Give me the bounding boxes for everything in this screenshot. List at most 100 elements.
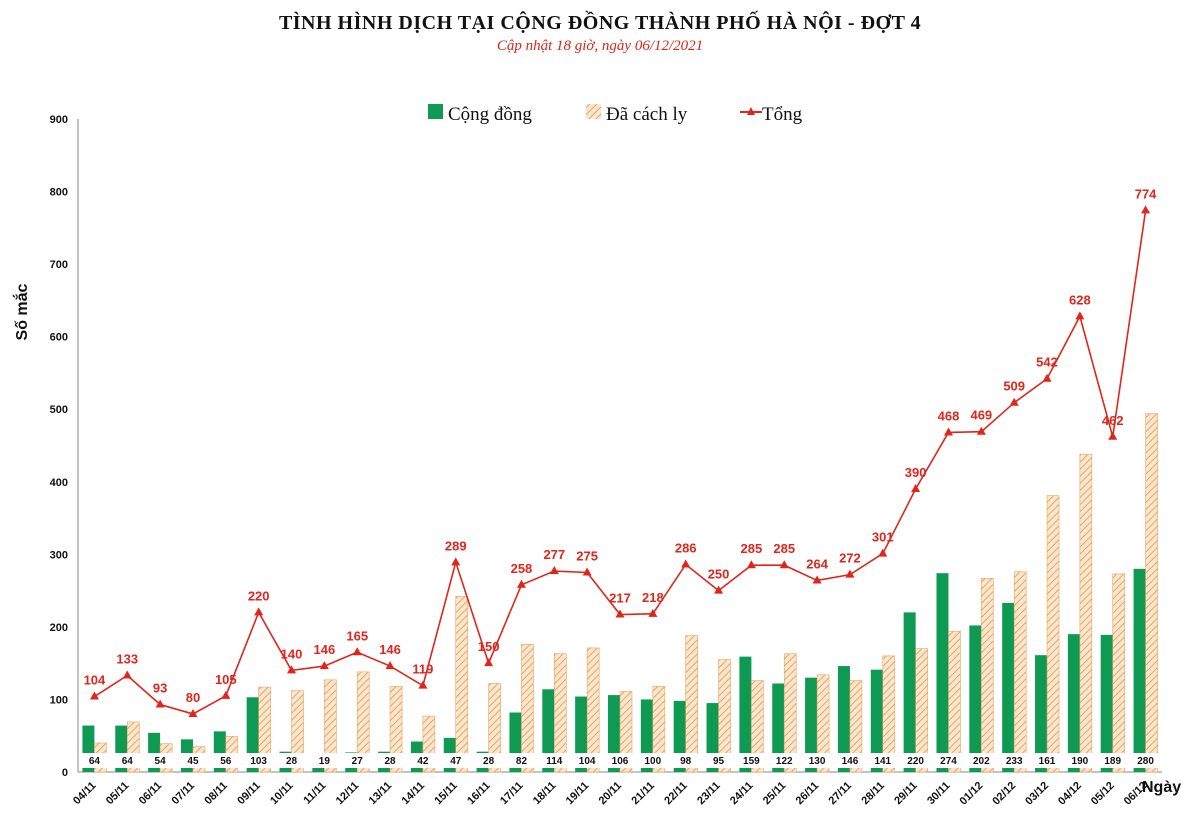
bar-community: [1133, 568, 1146, 772]
total-value-label: 272: [839, 551, 861, 566]
community-value-box: [901, 753, 930, 768]
total-value-label: 469: [970, 408, 992, 423]
total-value-label: 542: [1036, 355, 1058, 370]
community-value-label: 28: [384, 756, 396, 767]
community-value-label: 233: [1006, 756, 1023, 767]
x-tick-label: 14/11: [400, 780, 428, 808]
community-value-label: 98: [680, 756, 692, 767]
community-value-label: 19: [319, 756, 331, 767]
y-tick-label: 300: [50, 549, 68, 561]
community-value-label: 28: [483, 756, 495, 767]
total-value-label: 104: [84, 673, 106, 688]
bar-quarantine: [389, 686, 403, 773]
community-value-label: 161: [1039, 756, 1056, 767]
legend-swatch-total-marker: [747, 107, 755, 115]
community-value-label: 64: [122, 756, 134, 767]
total-value-label: 289: [445, 538, 467, 553]
bar-community: [870, 669, 883, 772]
community-value-label: 189: [1104, 756, 1121, 767]
bar-quarantine: [586, 647, 600, 773]
total-value-label: 165: [346, 628, 368, 643]
community-value-label: 130: [809, 756, 826, 767]
bar-quarantine: [783, 653, 797, 773]
total-value-label: 275: [576, 548, 598, 563]
total-point: [89, 691, 99, 700]
total-point: [1141, 205, 1151, 214]
y-tick-label: 900: [50, 114, 68, 126]
total-value-label: 285: [741, 541, 763, 556]
bar-quarantine: [652, 686, 666, 773]
community-value-label: 42: [417, 756, 429, 767]
community-value-label: 159: [743, 756, 760, 767]
y-tick-label: 600: [50, 332, 68, 344]
bar-quarantine: [291, 690, 304, 773]
community-value-box: [803, 753, 832, 768]
community-value-box: [606, 753, 634, 768]
total-value-label: 218: [642, 590, 664, 605]
community-value-box: [113, 753, 142, 768]
total-value-label: 93: [153, 681, 167, 696]
x-tick-label: 04/12: [1056, 780, 1084, 808]
community-value-box: [80, 753, 109, 768]
x-tick-label: 18/11: [531, 780, 559, 808]
legend-label-quarantine: Đã cách ly: [606, 104, 688, 125]
x-tick-label: 10/11: [268, 780, 296, 808]
community-value-box: [1000, 753, 1029, 768]
community-value-label: 45: [187, 756, 199, 767]
bar-community: [739, 656, 752, 772]
total-value-label: 80: [186, 690, 200, 705]
community-value-label: 64: [89, 756, 101, 767]
total-point: [582, 567, 592, 576]
community-value-box: [704, 753, 733, 768]
x-tick-label: 25/11: [761, 780, 789, 808]
community-value-box: [376, 753, 405, 768]
y-tick-label: 700: [50, 259, 68, 271]
x-tick-label: 22/11: [662, 780, 690, 808]
x-tick-label: 05/11: [104, 780, 132, 808]
y-tick-label: 0: [62, 767, 68, 779]
total-point: [287, 665, 297, 674]
total-value-label: 119: [412, 662, 433, 677]
total-value-label: 250: [708, 567, 730, 582]
total-point: [1042, 373, 1052, 382]
bar-quarantine: [1079, 453, 1093, 773]
bar-quarantine: [488, 683, 501, 773]
bar-quarantine: [1013, 571, 1027, 773]
community-value-label: 146: [842, 756, 859, 767]
total-point: [188, 708, 198, 717]
bar-quarantine: [455, 596, 469, 773]
x-tick-label: 02/12: [990, 780, 1018, 808]
bar-community: [1035, 655, 1048, 772]
total-value-label: 220: [248, 588, 270, 603]
total-value-label: 150: [478, 639, 500, 654]
community-value-label: 28: [286, 756, 298, 767]
community-value-box: [441, 753, 470, 768]
value-labels: 64 64 54 45 56 103 28 19 27 28 42 47 28 82 114 104 106 10…: [80, 186, 1160, 768]
community-value-label: 104: [579, 756, 596, 767]
x-tick-label: 15/11: [432, 780, 460, 808]
x-tick-label: 27/11: [827, 780, 855, 808]
x-tick-label: 19/11: [564, 780, 592, 808]
bar-community: [772, 683, 785, 772]
total-value-label: 628: [1069, 292, 1091, 307]
total-point: [451, 557, 461, 566]
total-point: [812, 575, 822, 584]
community-value-label: 106: [612, 756, 629, 767]
community-value-box: [310, 753, 339, 768]
total-point: [385, 661, 395, 670]
bar-community: [1100, 634, 1113, 772]
x-tick-label: 26/11: [794, 780, 822, 808]
x-tick-label: 09/11: [235, 780, 263, 808]
bar-community: [837, 666, 850, 772]
community-value-box: [178, 753, 207, 768]
total-line-series: [89, 205, 1151, 717]
community-value-label: 280: [1137, 756, 1154, 767]
y-tick-label: 500: [50, 404, 68, 416]
community-value-label: 202: [973, 756, 990, 767]
x-tick-label: 01/12: [958, 780, 986, 808]
bar-quarantine: [915, 648, 928, 773]
bar-community: [608, 695, 620, 772]
bar-quarantine: [816, 674, 830, 773]
community-value-box: [737, 753, 766, 768]
